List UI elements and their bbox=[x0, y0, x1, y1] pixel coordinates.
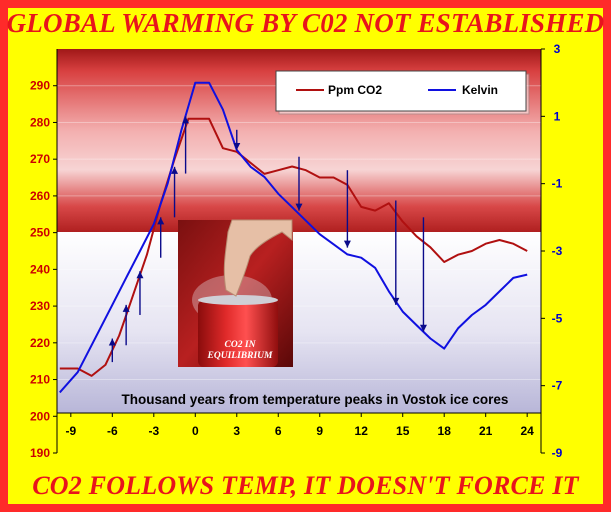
legend-label-co2: Ppm CO2 bbox=[328, 83, 382, 97]
arrow-up-head bbox=[182, 116, 190, 124]
arrow-down-head bbox=[392, 297, 400, 305]
can-label-line2: EQUILIBRIUM bbox=[207, 351, 273, 361]
arrow-down-head bbox=[343, 240, 351, 248]
right-tick-label: -9 bbox=[552, 446, 563, 460]
left-tick-label: 200 bbox=[30, 409, 50, 423]
right-tick-label: 3 bbox=[554, 42, 561, 56]
right-tick-label: -1 bbox=[552, 177, 563, 191]
can-label-line1: CO2 IN bbox=[225, 340, 257, 350]
co2-can-image: CO2 IN EQUILIBRIUM bbox=[178, 219, 293, 367]
right-tick-label: -7 bbox=[552, 379, 563, 393]
x-tick-label: 21 bbox=[479, 424, 493, 438]
arrow-down-head bbox=[419, 324, 427, 332]
left-tick-label: 290 bbox=[30, 79, 50, 93]
hand-shape bbox=[223, 219, 293, 297]
arrow-up-head bbox=[122, 304, 130, 312]
x-tick-label: 9 bbox=[316, 424, 323, 438]
arrow-down-head bbox=[233, 143, 241, 150]
legend: Ppm CO2 Kelvin bbox=[275, 70, 530, 115]
arrow-up-head bbox=[136, 271, 144, 279]
right-tick-label: -3 bbox=[552, 244, 563, 258]
right-tick-label: -5 bbox=[552, 311, 563, 325]
left-tick-label: 190 bbox=[30, 446, 50, 460]
left-tick-label: 280 bbox=[30, 115, 50, 129]
x-tick-label: 3 bbox=[233, 424, 240, 438]
can-body bbox=[198, 300, 278, 367]
co2-series-line bbox=[59, 117, 528, 377]
arrow-up-head bbox=[171, 166, 179, 174]
footer-caption: CO2 FOLLOWS TEMP, IT DOESN'T FORCE IT bbox=[32, 471, 579, 500]
plot-band-lower bbox=[57, 232, 541, 413]
legend-label-kelvin: Kelvin bbox=[462, 83, 498, 97]
left-tick-label: 270 bbox=[30, 152, 50, 166]
x-tick-label: 24 bbox=[520, 424, 534, 438]
right-tick-label: 1 bbox=[554, 109, 561, 123]
x-tick-label: 18 bbox=[438, 424, 452, 438]
arrow-up-head bbox=[108, 338, 116, 346]
x-axis-label: Thousand years from temperature peaks in… bbox=[122, 392, 509, 407]
x-tick-label: 15 bbox=[396, 424, 410, 438]
series-layer bbox=[59, 81, 528, 394]
arrow-down-head bbox=[295, 203, 303, 211]
headline: GLOBAL WARMING BY C02 NOT ESTABLISHED bbox=[6, 8, 605, 38]
right-axis-ticks: -9 -7 -5 -3 -1 1 3 bbox=[541, 42, 563, 460]
left-tick-label: 250 bbox=[30, 226, 50, 240]
x-tick-label: 12 bbox=[355, 424, 369, 438]
left-tick-label: 260 bbox=[30, 189, 50, 203]
arrow-up-head bbox=[157, 217, 165, 225]
left-tick-label: 240 bbox=[30, 262, 50, 276]
x-tick-label: 0 bbox=[192, 424, 199, 438]
left-axis-ticks: 190 200 210 220 230 240 250 260 270 280 290 bbox=[30, 79, 57, 460]
x-tick-label: -6 bbox=[107, 424, 118, 438]
x-tick-label: 6 bbox=[275, 424, 282, 438]
left-tick-label: 230 bbox=[30, 299, 50, 313]
x-tick-label: -3 bbox=[148, 424, 159, 438]
left-tick-label: 220 bbox=[30, 336, 50, 350]
can-top bbox=[198, 295, 278, 305]
left-tick-label: 210 bbox=[30, 373, 50, 387]
x-axis-ticks: -9 -6 -3 0 3 6 9 12 15 18 21 24 bbox=[65, 413, 534, 438]
arrow-layer bbox=[108, 116, 427, 363]
x-tick-label: -9 bbox=[65, 424, 76, 438]
kelvin-series-line bbox=[59, 81, 528, 394]
